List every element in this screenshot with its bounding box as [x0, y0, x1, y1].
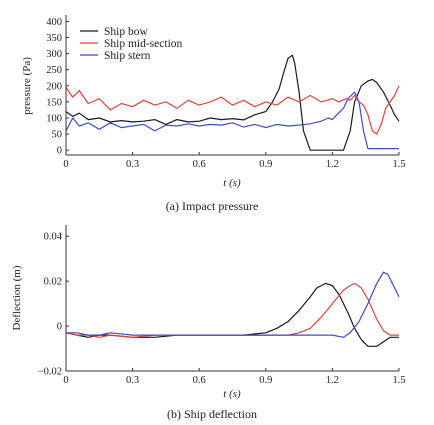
legend-label-ship-mid-section: Ship mid-section: [104, 38, 183, 50]
deflection-x-tick-label: 0.9: [259, 375, 272, 386]
pressure-y-axis-label: pressure (Pa): [21, 57, 33, 115]
pressure-x-tick-label: 0: [63, 159, 68, 170]
pressure-x-tick-label: 1.2: [326, 159, 339, 170]
ship-deflection-series-layer: [65, 271, 400, 347]
pressure-y-tick-label: 250: [46, 65, 62, 76]
pressure-line-ship-mid-section: [65, 85, 400, 135]
impact-pressure-series-layer: [65, 54, 400, 151]
pressure-y-tick-label: 200: [46, 81, 62, 92]
pressure-y-tick-label: 300: [46, 49, 62, 60]
ship-deflection-axes: [65, 225, 399, 372]
pressure-x-tick-label: 1.5: [392, 159, 405, 170]
pressure-x-tick-label: 0.9: [259, 159, 272, 170]
legend-label-ship-bow: Ship bow: [104, 26, 148, 38]
pressure-y-tick-label: 0: [57, 146, 62, 157]
pressure-y-tick-label: 50: [52, 130, 63, 141]
pressure-x-axis-label: t (s): [223, 177, 241, 189]
impact-pressure-axes: [65, 15, 399, 156]
pressure-y-tick-label: 350: [46, 33, 62, 44]
deflection-x-tick-label: 1.5: [392, 375, 405, 386]
deflection-x-tick-label: 0.6: [193, 375, 206, 386]
ship-deflection-caption: (b) Ship deflection: [167, 407, 257, 421]
legend-label-ship-stern: Ship stern: [104, 50, 151, 62]
pressure-y-tick-label: 400: [46, 17, 62, 28]
deflection-line-series-1: [65, 282, 399, 347]
pressure-line-ship-bow: [65, 54, 400, 151]
deflection-x-tick-label: 0.3: [126, 375, 139, 386]
pressure-line-ship-stern: [65, 91, 399, 150]
pressure-x-tick-label: 0.3: [126, 159, 139, 170]
pressure-x-tick-label: 0.6: [193, 159, 206, 170]
deflection-y-tick-label: 0.04: [44, 232, 63, 243]
impact-pressure-panel: 0 0.3 0.6 0.9 1.2 1.5 0 50 100 150 200 250 300 350 400…: [21, 15, 406, 213]
deflection-x-tick-label: 0: [63, 375, 68, 386]
deflection-y-tick-label: 0: [57, 322, 62, 333]
impact-pressure-caption: (a) Impact pressure: [166, 199, 259, 213]
impact-pressure-legend: Ship bow Ship mid-section Ship stern: [80, 26, 183, 62]
impact-pressure-ticks: 0 0.3 0.6 0.9 1.2 1.5 0 50 100 150 200 250 300 350 400: [46, 17, 405, 170]
deflection-x-tick-label: 1.2: [326, 375, 339, 386]
pressure-y-tick-label: 100: [46, 113, 62, 124]
deflection-y-tick-label: −0.02: [38, 367, 62, 378]
deflection-x-axis-label: t (s): [223, 388, 241, 400]
deflection-line-series-3: [66, 271, 400, 338]
pressure-y-tick-label: 150: [46, 97, 62, 108]
deflection-y-axis-label: Deflection (m): [11, 265, 23, 330]
deflection-line-series-2: [65, 282, 399, 338]
deflection-y-tick-label: 0.02: [44, 277, 62, 288]
